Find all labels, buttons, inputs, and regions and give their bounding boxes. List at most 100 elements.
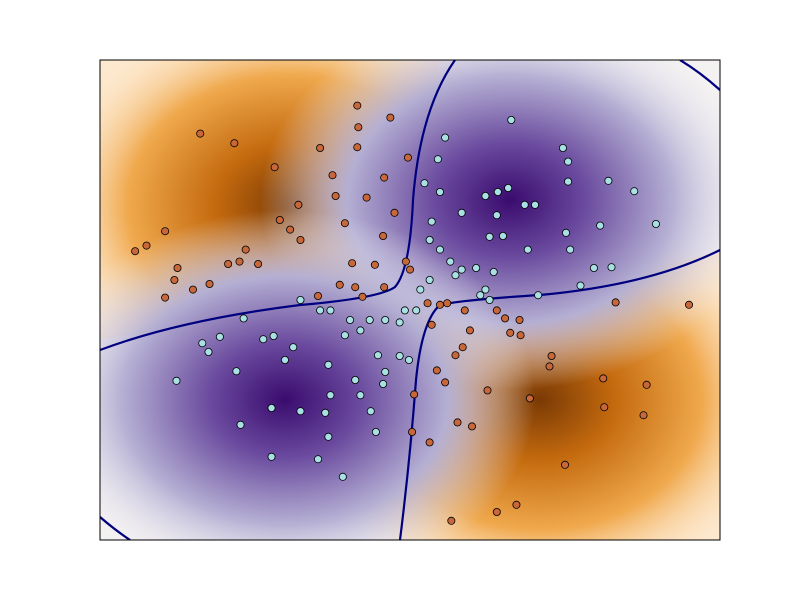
point [331, 191, 340, 200]
point [324, 432, 333, 441]
point [351, 375, 360, 384]
point [354, 123, 363, 132]
point [564, 177, 573, 186]
point [373, 351, 382, 360]
point [476, 291, 485, 300]
point [267, 403, 276, 412]
point [340, 219, 349, 228]
point [289, 343, 298, 352]
point [611, 298, 620, 307]
point [506, 328, 515, 337]
point [489, 267, 498, 276]
point [269, 331, 278, 340]
point [280, 355, 289, 364]
point [607, 263, 616, 272]
point [492, 507, 501, 516]
point [458, 343, 467, 352]
point [639, 411, 648, 420]
point [441, 133, 450, 142]
point [425, 438, 434, 447]
point [453, 418, 462, 427]
point [275, 215, 284, 224]
point [472, 263, 481, 272]
point [685, 300, 694, 309]
point [172, 376, 181, 385]
point [596, 221, 605, 230]
point [395, 318, 404, 327]
point [600, 403, 609, 412]
point [433, 155, 442, 164]
point [356, 391, 365, 400]
point [515, 315, 524, 324]
point [516, 331, 525, 340]
point [492, 306, 501, 315]
point [485, 232, 494, 241]
point [338, 472, 347, 481]
point [173, 263, 182, 272]
point [531, 200, 540, 209]
point [294, 200, 303, 209]
point [224, 259, 233, 268]
point [457, 265, 466, 274]
point [316, 143, 325, 152]
point [432, 366, 441, 375]
point [371, 427, 380, 436]
point [380, 173, 389, 182]
point [534, 291, 543, 300]
point [241, 245, 250, 254]
point [362, 193, 371, 202]
point [423, 299, 432, 308]
point [235, 257, 244, 266]
point [599, 374, 608, 383]
point [351, 283, 360, 292]
points-layer [131, 101, 694, 525]
point [498, 231, 507, 240]
point [131, 247, 140, 256]
point [296, 235, 305, 244]
point [520, 200, 529, 209]
point [507, 116, 516, 125]
point [348, 259, 357, 268]
point [651, 219, 660, 228]
point [408, 427, 417, 436]
point [447, 516, 456, 525]
point [451, 271, 460, 280]
point [425, 275, 434, 284]
point [386, 113, 395, 122]
point [416, 285, 425, 294]
point [630, 187, 639, 196]
point [390, 208, 399, 217]
point [254, 259, 263, 268]
point [435, 300, 444, 309]
point [321, 408, 330, 417]
point [395, 351, 404, 360]
point [547, 351, 556, 360]
point [236, 420, 245, 429]
point [198, 339, 207, 348]
point [328, 171, 337, 180]
point [353, 143, 362, 152]
point [435, 187, 444, 196]
point [481, 191, 490, 200]
point [410, 390, 419, 399]
point [230, 139, 239, 148]
point [366, 407, 375, 416]
point [405, 265, 414, 274]
point [558, 143, 567, 152]
point [381, 315, 390, 324]
point [365, 315, 374, 324]
point [465, 326, 474, 335]
point [576, 281, 585, 290]
point [501, 314, 510, 323]
point [161, 227, 170, 236]
point [435, 245, 444, 254]
point [161, 293, 170, 302]
point [170, 275, 179, 284]
point [346, 315, 355, 324]
point [204, 347, 213, 356]
point [205, 279, 214, 288]
point [353, 101, 362, 110]
point [492, 211, 501, 220]
point [493, 187, 502, 196]
point [561, 460, 570, 469]
